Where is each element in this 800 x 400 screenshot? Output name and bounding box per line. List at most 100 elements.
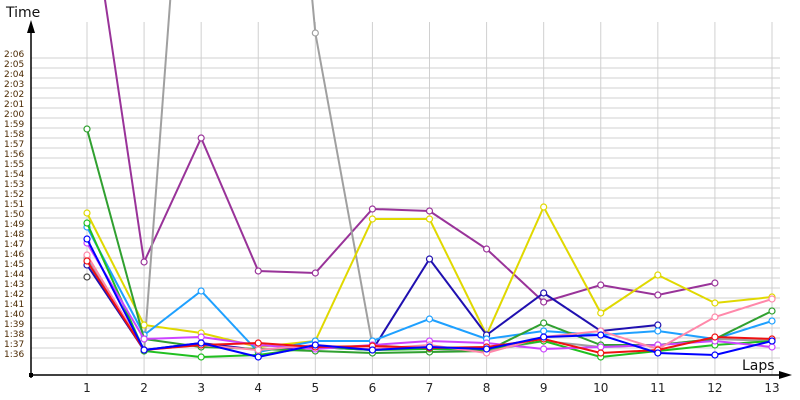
y-tick-label: 1:57 <box>4 140 24 150</box>
data-point-magenta <box>540 345 548 353</box>
x-tick-label: 7 <box>426 381 434 395</box>
y-tick-label: 1:39 <box>4 320 24 330</box>
x-axis-title: Laps <box>742 358 775 374</box>
data-point-purple <box>597 281 605 289</box>
x-tick-label: 1 <box>83 381 91 395</box>
y-tick-label: 2:06 <box>4 50 24 60</box>
data-point-gray <box>311 29 319 37</box>
y-tick-label: 1:47 <box>4 240 24 250</box>
y-tick-label: 2:02 <box>4 90 24 100</box>
data-point-blue <box>140 346 148 354</box>
data-point-blue <box>83 235 91 243</box>
y-tick-labels: 1:361:371:381:391:401:411:421:431:441:45… <box>4 50 24 360</box>
y-tick-label: 1:44 <box>4 270 24 280</box>
data-point-purple <box>482 245 491 253</box>
data-point-magenta <box>768 343 776 351</box>
x-tick-label: 10 <box>593 381 608 395</box>
data-point-pink <box>254 346 262 354</box>
x-tick-label: 4 <box>254 381 262 395</box>
y-tick-label: 1:52 <box>4 190 24 200</box>
data-point-light-blue <box>425 315 434 323</box>
y-tick-label: 1:56 <box>4 150 24 160</box>
data-point-dark-gray <box>83 273 91 281</box>
data-point-blue <box>597 331 605 339</box>
y-tick-label: 2:01 <box>4 100 24 110</box>
data-point-magenta <box>597 343 605 351</box>
data-point-red <box>83 257 91 265</box>
y-tick-label: 2:04 <box>4 70 24 80</box>
data-point-light-blue <box>768 317 776 325</box>
data-point-yellow <box>140 321 148 329</box>
data-point-bright-green <box>83 219 91 227</box>
y-tick-label: 1:54 <box>4 170 24 180</box>
y-axis-arrow <box>27 20 35 33</box>
x-axis-arrow <box>779 371 792 379</box>
data-point-light-blue <box>654 327 662 335</box>
series-blue <box>83 235 776 361</box>
y-tick-label: 1:40 <box>4 310 24 320</box>
x-tick-label: 8 <box>483 381 491 395</box>
data-point-yellow <box>540 203 548 211</box>
data-point-blue <box>254 353 262 361</box>
data-point-magenta <box>197 333 205 341</box>
data-point-light-blue <box>540 327 548 335</box>
data-point-purple <box>368 205 377 213</box>
y-tick-label: 1:53 <box>4 180 24 190</box>
data-point-blue <box>711 351 719 359</box>
data-point-blue <box>482 345 491 353</box>
data-point-magenta <box>140 335 148 343</box>
x-tick-label: 5 <box>312 381 320 395</box>
data-point-purple <box>140 258 148 266</box>
data-point-yellow <box>597 309 605 317</box>
y-tick-label: 2:03 <box>4 80 24 90</box>
data-point-red <box>254 339 262 347</box>
data-point-blue <box>540 333 548 341</box>
y-tick-label: 1:55 <box>4 160 24 170</box>
y-tick-label: 1:37 <box>4 340 24 350</box>
data-point-purple <box>711 279 719 287</box>
x-tick-label: 13 <box>764 381 779 395</box>
x-tick-labels: 1 2 3 4 5 6 7 8 9 10 11 12 13 <box>83 381 779 395</box>
data-point-blue <box>654 349 662 357</box>
series-purple <box>104 0 719 306</box>
x-tick-label: 12 <box>707 381 722 395</box>
data-point-purple <box>311 269 319 277</box>
x-tick-label: 2 <box>140 381 148 395</box>
data-point-purple <box>540 298 548 306</box>
data-point-pink <box>711 313 719 321</box>
y-tick-label: 1:49 <box>4 220 24 230</box>
data-point-yellow <box>425 215 434 223</box>
y-tick-label: 1:45 <box>4 260 24 270</box>
data-point-blue <box>768 337 776 345</box>
data-point-purple <box>254 267 262 275</box>
data-point-yellow <box>83 209 91 217</box>
data-point-red <box>711 333 719 341</box>
data-point-green <box>540 319 548 327</box>
data-point-yellow <box>654 271 662 279</box>
y-tick-label: 1:43 <box>4 280 24 290</box>
y-tick-label: 1:59 <box>4 120 24 130</box>
y-tick-label: 1:42 <box>4 290 24 300</box>
data-point-pink <box>83 251 91 259</box>
series-dark-gray <box>83 273 91 281</box>
data-point-navy <box>654 321 662 329</box>
origin-marker <box>29 373 33 377</box>
y-tick-label: 2:00 <box>4 110 24 120</box>
y-tick-label: 1:51 <box>4 200 24 210</box>
x-tick-label: 11 <box>650 381 665 395</box>
x-tick-label: 3 <box>197 381 205 395</box>
y-tick-label: 1:41 <box>4 300 24 310</box>
data-point-blue <box>425 343 434 351</box>
data-point-navy <box>425 255 434 263</box>
y-tick-label: 2:05 <box>4 60 24 70</box>
data-point-red <box>597 349 605 357</box>
data-point-green <box>83 125 91 133</box>
y-tick-label: 1:48 <box>4 230 24 240</box>
data-point-yellow <box>711 299 719 307</box>
data-point-light-blue <box>197 287 205 295</box>
data-point-purple <box>197 134 205 142</box>
y-tick-label: 1:58 <box>4 130 24 140</box>
data-point-blue <box>368 346 377 354</box>
y-tick-label: 1:38 <box>4 330 24 340</box>
